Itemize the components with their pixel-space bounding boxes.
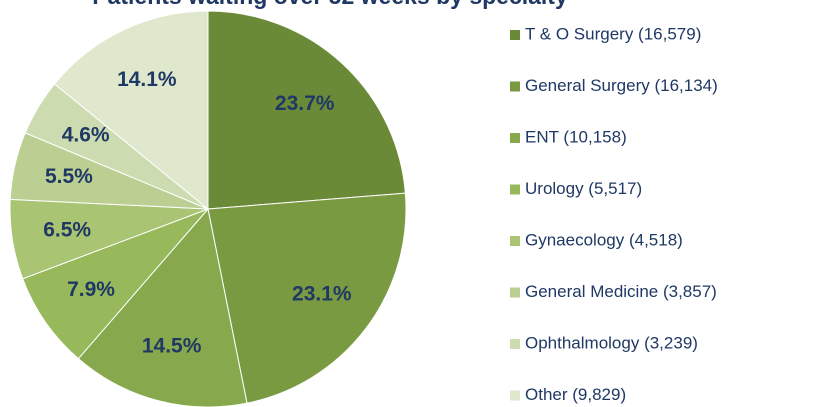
- data-label: 14.5%: [142, 334, 202, 357]
- pie-slice: [207, 192, 407, 404]
- legend-swatch: [510, 81, 520, 92]
- legend-label: Gynaecology (4,518): [525, 230, 683, 249]
- chart-title: Patients waiting over 52 weeks by specia…: [92, 0, 568, 9]
- legend-label: General Surgery (16,134): [525, 76, 718, 95]
- data-label: 5.5%: [45, 165, 93, 188]
- legend-swatch: [510, 184, 520, 195]
- legend-label: ENT (10,158): [525, 127, 627, 146]
- legend-swatch: [510, 287, 520, 298]
- legend-swatch: [510, 30, 520, 40]
- legend-label: Urology (5,517): [525, 179, 642, 198]
- pie-slice: [53, 10, 209, 211]
- data-label: 7.9%: [67, 278, 115, 301]
- legend-swatch: [510, 339, 520, 349]
- data-label: 4.6%: [62, 123, 110, 146]
- pie-slice: [207, 10, 406, 210]
- pie-slice: [77, 207, 248, 407]
- legend-swatch: [510, 390, 520, 401]
- data-label: 23.1%: [292, 282, 352, 305]
- data-label: 14.1%: [117, 68, 177, 91]
- legend-label: Other (9,829): [525, 385, 626, 404]
- legend-label: T & O Surgery (16,579): [525, 24, 701, 43]
- legend-label: Ophthalmology (3,239): [525, 333, 698, 352]
- legend-label: General Medicine (3,857): [525, 282, 717, 301]
- data-label: 23.7%: [275, 92, 335, 115]
- pie-slice: [22, 208, 209, 360]
- legend-swatch: [510, 236, 520, 246]
- legend-swatch: [510, 133, 520, 143]
- data-label: 6.5%: [43, 219, 91, 242]
